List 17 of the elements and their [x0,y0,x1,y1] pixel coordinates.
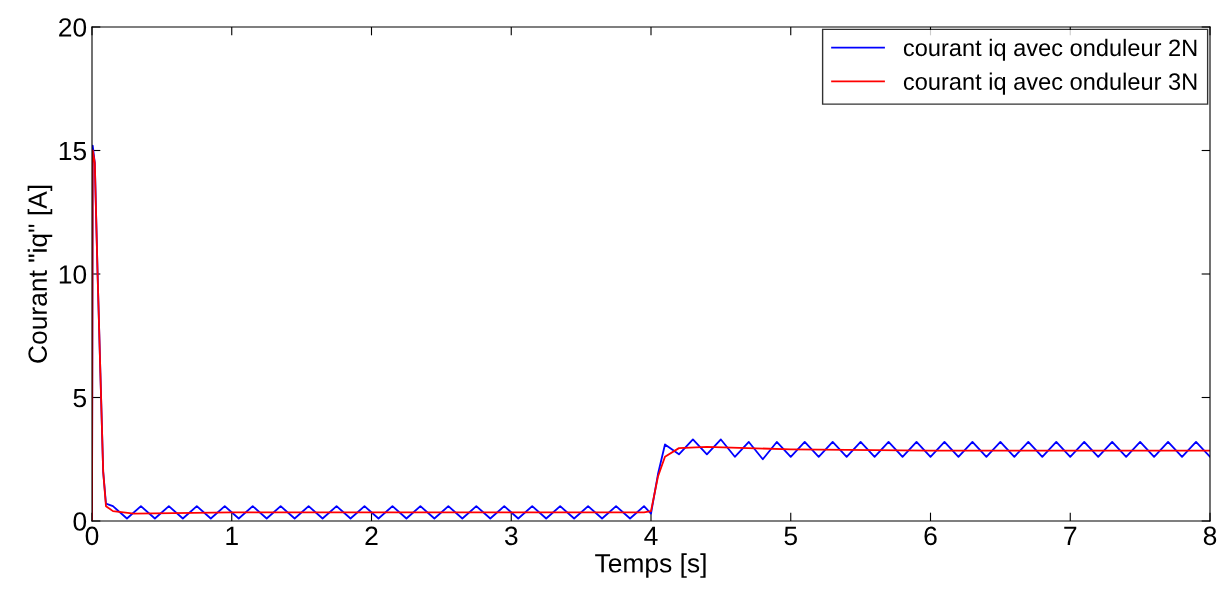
legend-label: courant iq avec onduleur 2N [903,38,1197,61]
x-axis-title: Temps [s] [595,553,706,578]
y-tick-label: 0 [73,512,87,531]
y-tick-label: 15 [59,141,87,161]
x-tick-label: 4 [644,526,658,545]
y-tick-label: 5 [73,388,87,408]
y-tick-label: 10 [59,265,87,284]
x-tick-label: 7 [1064,526,1077,545]
y-tick-label: 20 [59,18,87,37]
x-tick-label: 3 [504,526,518,546]
x-tick-label: 6 [924,526,937,546]
x-tick-label: 1 [226,526,238,545]
legend-label: courant iq avec onduleur 3N [903,72,1197,95]
y-axis-title: Courant "iq" [A] [27,185,53,363]
x-tick-label: 5 [784,526,797,546]
x-tick-label: 2 [365,526,378,545]
x-tick-label: 8 [1203,526,1217,546]
